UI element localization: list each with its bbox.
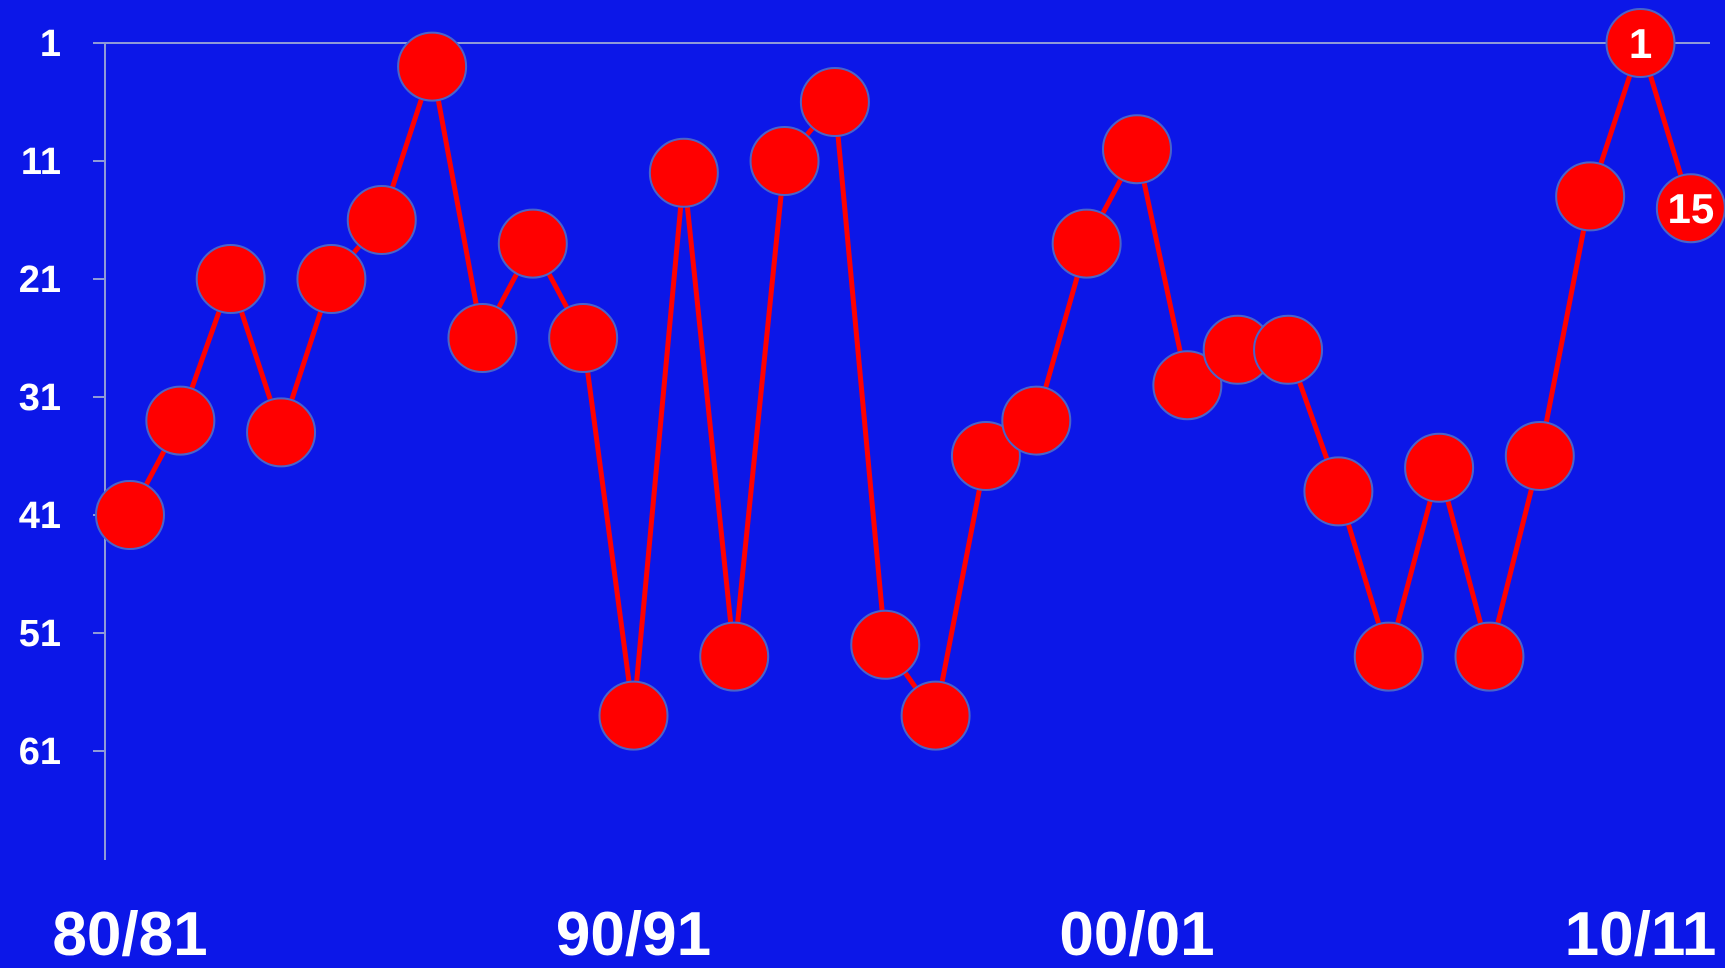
y-tick-label: 11 xyxy=(21,141,61,183)
y-tick-label: 31 xyxy=(19,377,61,419)
y-tick-label: 51 xyxy=(19,613,61,655)
y-tick-label: 41 xyxy=(19,495,61,537)
data-point xyxy=(246,397,317,468)
data-point xyxy=(1454,621,1525,692)
data-point xyxy=(1051,208,1122,279)
y-tick-label: 61 xyxy=(19,731,61,773)
data-point xyxy=(648,137,719,208)
data-point xyxy=(397,31,468,102)
data-point xyxy=(195,244,266,314)
data-point xyxy=(799,67,870,137)
data-point xyxy=(1404,432,1475,503)
data-point xyxy=(1555,161,1626,232)
y-tick-label: 1 xyxy=(40,23,61,65)
data-point xyxy=(447,303,518,373)
x-tick-label: 10/11 xyxy=(1565,900,1717,963)
data-point xyxy=(598,680,669,751)
data-point xyxy=(850,609,921,680)
data-point xyxy=(1001,385,1072,456)
data-point xyxy=(1605,8,1676,78)
data-point xyxy=(900,680,971,751)
series-line xyxy=(127,40,1694,719)
data-point xyxy=(95,480,165,550)
data-point xyxy=(1504,421,1575,491)
data-point xyxy=(1353,621,1424,692)
x-tick-label: 90/91 xyxy=(556,900,711,963)
x-tick-label: 80/81 xyxy=(52,900,207,963)
data-point xyxy=(497,208,568,279)
data-point xyxy=(145,385,216,456)
data-point xyxy=(1152,350,1223,421)
x-tick-label: 00/01 xyxy=(1059,900,1214,963)
data-label: 15 xyxy=(1667,185,1714,232)
data-point xyxy=(1253,314,1324,385)
data-point xyxy=(699,621,770,692)
data-point xyxy=(548,303,619,373)
y-tick-label: 21 xyxy=(19,259,61,301)
data-point xyxy=(1303,456,1374,527)
data-point xyxy=(950,421,1021,491)
data-point xyxy=(749,126,820,196)
data-label: 1 xyxy=(1629,20,1652,67)
data-point xyxy=(296,244,367,314)
data-point xyxy=(1102,114,1172,185)
data-point xyxy=(346,185,417,255)
